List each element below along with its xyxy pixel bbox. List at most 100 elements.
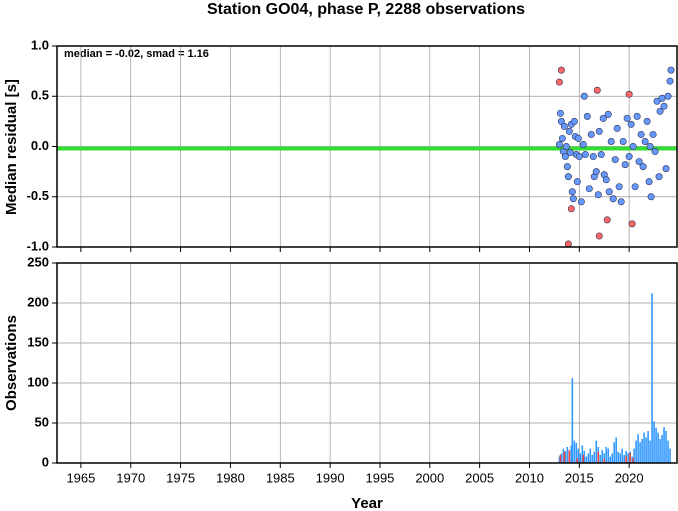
bar bbox=[649, 440, 651, 463]
bar bbox=[645, 437, 647, 463]
bar bbox=[562, 448, 565, 463]
x-tick-label: 2000 bbox=[415, 470, 444, 485]
bar bbox=[647, 431, 649, 463]
bar bbox=[575, 443, 578, 463]
point bbox=[564, 173, 572, 181]
point bbox=[627, 120, 635, 128]
y-tick-label: 1.0 bbox=[31, 37, 49, 52]
point bbox=[592, 168, 600, 176]
y-tick-label: 0 bbox=[42, 454, 49, 469]
bar bbox=[639, 442, 641, 463]
bar bbox=[560, 453, 563, 463]
point bbox=[593, 86, 601, 94]
bar bbox=[667, 440, 669, 463]
y-tick-label: -0.5 bbox=[27, 188, 49, 203]
point bbox=[633, 112, 641, 120]
bar bbox=[625, 456, 627, 463]
plot-frame bbox=[56, 45, 678, 248]
point bbox=[641, 137, 649, 145]
point bbox=[589, 153, 597, 161]
point bbox=[637, 130, 645, 138]
bar bbox=[607, 448, 610, 463]
bar bbox=[641, 439, 643, 463]
bar bbox=[621, 448, 623, 463]
bar bbox=[613, 442, 616, 463]
bar bbox=[632, 458, 634, 463]
y-tick-label: 200 bbox=[27, 294, 49, 309]
y-tick-label: 0.0 bbox=[31, 138, 49, 153]
bar bbox=[637, 434, 639, 463]
point bbox=[664, 92, 672, 100]
bar bbox=[587, 453, 590, 463]
bar bbox=[651, 293, 653, 463]
bar bbox=[576, 458, 579, 463]
point bbox=[655, 173, 663, 181]
bar bbox=[591, 455, 594, 463]
point bbox=[653, 97, 661, 105]
y-axis-label: Median residual [s] bbox=[3, 79, 20, 215]
x-tick-label: 2020 bbox=[615, 470, 644, 485]
point bbox=[587, 130, 595, 138]
y-tick-label: -1.0 bbox=[27, 238, 49, 253]
point bbox=[611, 156, 619, 164]
x-tick-label: 1995 bbox=[365, 470, 394, 485]
bar bbox=[571, 378, 574, 463]
bar bbox=[603, 453, 606, 463]
bar bbox=[627, 453, 629, 463]
x-axis-label: Year bbox=[351, 495, 383, 511]
point bbox=[555, 140, 563, 148]
bar bbox=[619, 453, 621, 463]
point bbox=[560, 122, 568, 130]
point bbox=[568, 188, 576, 196]
point bbox=[660, 102, 668, 110]
point bbox=[555, 78, 563, 86]
point bbox=[656, 107, 664, 115]
bar bbox=[599, 455, 602, 463]
x-tick-label: 1985 bbox=[266, 470, 295, 485]
point bbox=[643, 117, 651, 125]
point bbox=[565, 127, 573, 135]
bar bbox=[593, 451, 596, 463]
bar bbox=[665, 431, 667, 463]
point bbox=[646, 143, 654, 151]
y-tick-label: 150 bbox=[27, 334, 49, 349]
point bbox=[613, 124, 621, 132]
bar bbox=[595, 440, 598, 463]
point bbox=[615, 183, 623, 191]
bar bbox=[568, 450, 571, 463]
bar bbox=[601, 450, 604, 463]
bar bbox=[573, 440, 576, 463]
x-tick-label: 1965 bbox=[66, 470, 95, 485]
bar bbox=[597, 451, 600, 463]
bar bbox=[631, 456, 633, 463]
point bbox=[667, 66, 675, 74]
bar bbox=[603, 459, 606, 463]
point bbox=[556, 109, 564, 117]
bar bbox=[577, 448, 580, 463]
point bbox=[609, 195, 617, 203]
point bbox=[597, 151, 605, 159]
x-tick-label: 1980 bbox=[216, 470, 245, 485]
bar bbox=[615, 437, 617, 463]
point bbox=[567, 205, 575, 213]
x-tick-label: 2015 bbox=[565, 470, 594, 485]
annotation: median = -0.02, smad = 1.16 bbox=[64, 48, 209, 60]
bar bbox=[659, 439, 661, 463]
point bbox=[662, 165, 670, 173]
point bbox=[557, 66, 565, 74]
point bbox=[621, 161, 629, 169]
bar bbox=[582, 455, 585, 463]
x-tick-label: 1970 bbox=[116, 470, 145, 485]
point bbox=[647, 193, 655, 201]
bar bbox=[563, 451, 566, 463]
point bbox=[605, 188, 613, 196]
bar bbox=[585, 456, 588, 463]
point bbox=[579, 140, 587, 148]
bar bbox=[570, 445, 573, 463]
bar bbox=[617, 451, 619, 463]
point bbox=[595, 127, 603, 135]
point bbox=[651, 148, 659, 156]
bar bbox=[623, 455, 625, 463]
point bbox=[595, 232, 603, 240]
